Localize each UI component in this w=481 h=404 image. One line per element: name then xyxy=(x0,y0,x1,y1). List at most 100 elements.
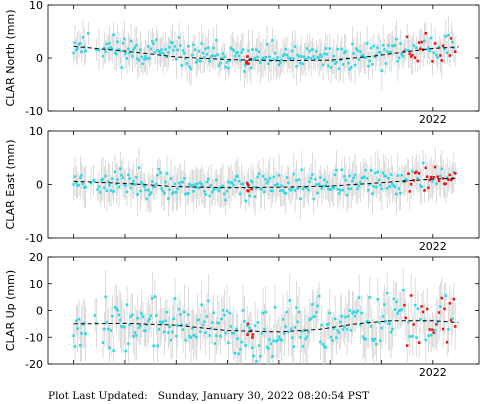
data-point xyxy=(208,334,212,337)
data-point xyxy=(363,337,366,341)
data-point xyxy=(284,48,288,51)
data-point xyxy=(429,36,433,40)
data-point xyxy=(191,184,194,187)
data-point xyxy=(273,183,277,187)
data-point xyxy=(248,326,252,330)
data-point xyxy=(288,57,292,61)
data-point xyxy=(341,328,345,331)
data-point xyxy=(435,53,438,57)
data-point xyxy=(416,177,420,180)
data-point xyxy=(385,186,389,190)
data-point xyxy=(335,336,338,340)
data-point xyxy=(253,324,257,328)
data-point xyxy=(241,309,245,312)
data-point xyxy=(256,175,260,179)
data-point xyxy=(369,169,373,172)
data-point-recent xyxy=(409,294,413,297)
data-point xyxy=(391,327,394,331)
data-point xyxy=(292,345,296,348)
data-point xyxy=(372,339,376,342)
data-point xyxy=(400,53,404,56)
data-point xyxy=(159,51,162,55)
data-point xyxy=(295,306,298,309)
data-point xyxy=(152,185,155,189)
data-point xyxy=(113,305,117,309)
data-point xyxy=(392,297,396,301)
data-point xyxy=(304,57,308,61)
data-point xyxy=(267,179,270,183)
data-point xyxy=(328,47,332,50)
data-point xyxy=(369,46,373,50)
data-point xyxy=(184,192,188,196)
data-point xyxy=(275,339,278,343)
data-point-recent xyxy=(443,182,446,186)
data-point xyxy=(112,190,115,193)
data-point xyxy=(119,49,122,53)
data-point-recent xyxy=(408,52,412,55)
data-point xyxy=(335,61,338,64)
data-point xyxy=(184,57,188,60)
data-point xyxy=(209,184,213,187)
data-point xyxy=(325,180,329,184)
data-point xyxy=(439,174,442,178)
data-point xyxy=(151,180,154,183)
data-point xyxy=(235,51,238,55)
data-point xyxy=(357,184,361,188)
data-point xyxy=(324,184,328,187)
data-point xyxy=(237,179,241,183)
data-point xyxy=(180,180,184,184)
data-point xyxy=(135,334,138,337)
data-point xyxy=(348,309,352,312)
data-point-recent xyxy=(251,333,255,336)
data-point xyxy=(76,184,79,187)
data-point xyxy=(125,57,129,60)
data-point xyxy=(145,323,149,327)
data-point xyxy=(288,299,292,302)
data-point-recent xyxy=(433,165,437,169)
data-point xyxy=(385,291,389,295)
data-point xyxy=(140,55,143,59)
data-point xyxy=(105,320,109,324)
y-tick-label: 10 xyxy=(29,278,43,291)
data-point xyxy=(196,58,200,62)
data-point xyxy=(123,325,126,329)
data-point xyxy=(345,327,349,331)
data-point xyxy=(137,326,141,330)
data-point xyxy=(435,182,438,186)
data-point-recent xyxy=(437,311,441,314)
data-point xyxy=(151,40,154,43)
data-point xyxy=(280,339,284,342)
data-point xyxy=(124,184,127,187)
data-point xyxy=(221,308,225,312)
data-point xyxy=(344,50,348,53)
data-point xyxy=(187,313,190,317)
chart-panel-1: 10 0 -10 2022 CLAR North (mm) xyxy=(4,0,480,126)
data-point xyxy=(212,46,216,50)
data-point xyxy=(296,53,300,57)
data-point xyxy=(420,185,424,189)
y-tick-label: -20 xyxy=(25,358,43,371)
data-point xyxy=(352,52,356,55)
data-point xyxy=(368,59,372,63)
data-point xyxy=(216,321,220,325)
data-point-recent xyxy=(417,172,421,175)
data-point xyxy=(104,295,107,299)
data-point xyxy=(259,187,262,190)
data-point xyxy=(183,51,186,55)
data-point-recent xyxy=(428,328,432,331)
data-point-recent xyxy=(405,35,409,39)
data-point xyxy=(311,48,314,51)
data-point xyxy=(179,313,182,316)
data-point xyxy=(347,61,350,65)
data-point xyxy=(172,190,176,194)
data-point xyxy=(264,178,268,181)
data-point xyxy=(205,52,209,56)
data-point xyxy=(285,310,289,314)
data-point xyxy=(132,179,135,183)
data-point xyxy=(321,342,325,346)
data-point-recent xyxy=(420,40,424,44)
data-point xyxy=(197,49,201,53)
data-point xyxy=(105,42,109,46)
data-point xyxy=(444,34,448,38)
data-point xyxy=(209,55,213,59)
